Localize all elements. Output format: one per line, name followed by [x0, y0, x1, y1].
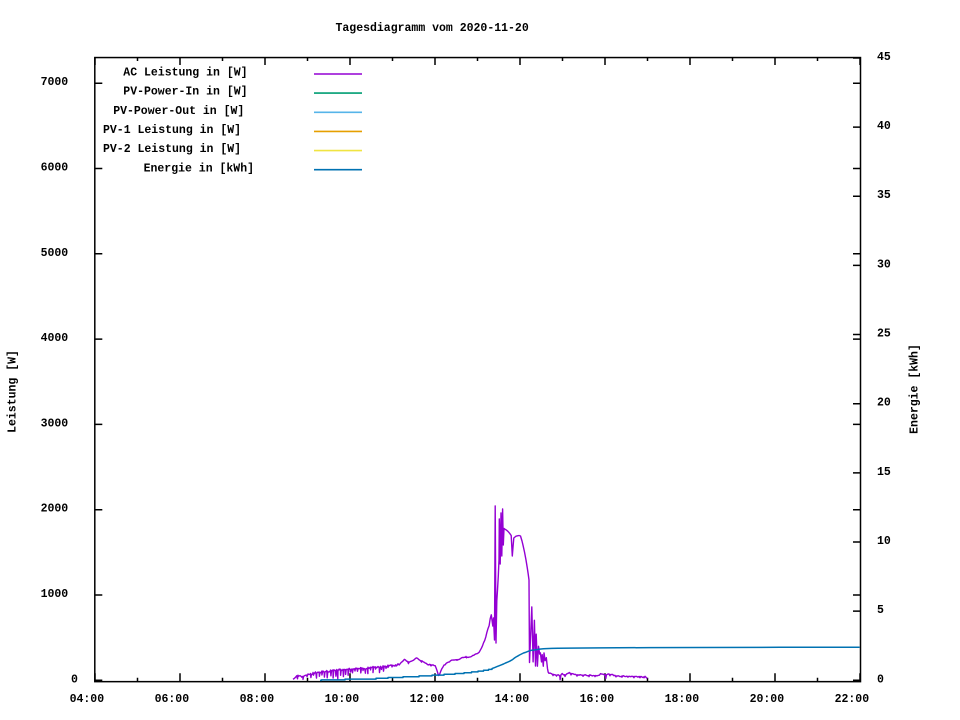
svg-text:12:00: 12:00: [410, 693, 445, 706]
svg-text:Tagesdiagramm vom 2020-11-20: Tagesdiagramm vom 2020-11-20: [336, 22, 529, 35]
svg-text:PV-Power-In in [W]: PV-Power-In in [W]: [123, 86, 247, 99]
svg-text:06:00: 06:00: [155, 693, 190, 706]
svg-text:04:00: 04:00: [70, 693, 105, 706]
svg-text:10: 10: [877, 535, 891, 548]
svg-text:PV-2 Leistung in [W]: PV-2 Leistung in [W]: [103, 143, 241, 156]
svg-text:Energie [kWh]: Energie [kWh]: [909, 344, 922, 434]
svg-text:5000: 5000: [41, 247, 69, 260]
svg-text:18:00: 18:00: [665, 693, 700, 706]
svg-text:5: 5: [877, 604, 884, 617]
svg-text:Energie in [kWh]: Energie in [kWh]: [144, 162, 254, 175]
svg-text:AC Leistung in [W]: AC Leistung in [W]: [123, 67, 247, 80]
svg-text:30: 30: [877, 258, 891, 271]
svg-text:20:00: 20:00: [750, 693, 785, 706]
svg-text:20: 20: [877, 397, 891, 410]
svg-text:7000: 7000: [41, 76, 69, 89]
svg-text:45: 45: [877, 51, 891, 64]
svg-text:0: 0: [877, 673, 884, 686]
svg-text:6000: 6000: [41, 162, 69, 175]
svg-text:PV-Power-Out in [W]: PV-Power-Out in [W]: [113, 105, 244, 118]
svg-text:4000: 4000: [41, 332, 69, 345]
svg-text:15: 15: [877, 466, 891, 479]
svg-text:PV-1 Leistung in [W]: PV-1 Leistung in [W]: [103, 124, 241, 137]
svg-text:10:00: 10:00: [325, 693, 360, 706]
svg-text:1000: 1000: [41, 588, 69, 601]
svg-text:16:00: 16:00: [580, 693, 615, 706]
svg-text:0: 0: [71, 673, 78, 686]
svg-text:25: 25: [877, 328, 891, 341]
svg-text:Leistung [W]: Leistung [W]: [7, 350, 20, 433]
svg-text:35: 35: [877, 189, 891, 202]
svg-text:14:00: 14:00: [495, 693, 530, 706]
svg-text:08:00: 08:00: [240, 693, 275, 706]
svg-text:2000: 2000: [41, 503, 69, 516]
svg-text:22:00: 22:00: [835, 693, 870, 706]
svg-text:40: 40: [877, 120, 891, 133]
svg-text:3000: 3000: [41, 417, 69, 430]
